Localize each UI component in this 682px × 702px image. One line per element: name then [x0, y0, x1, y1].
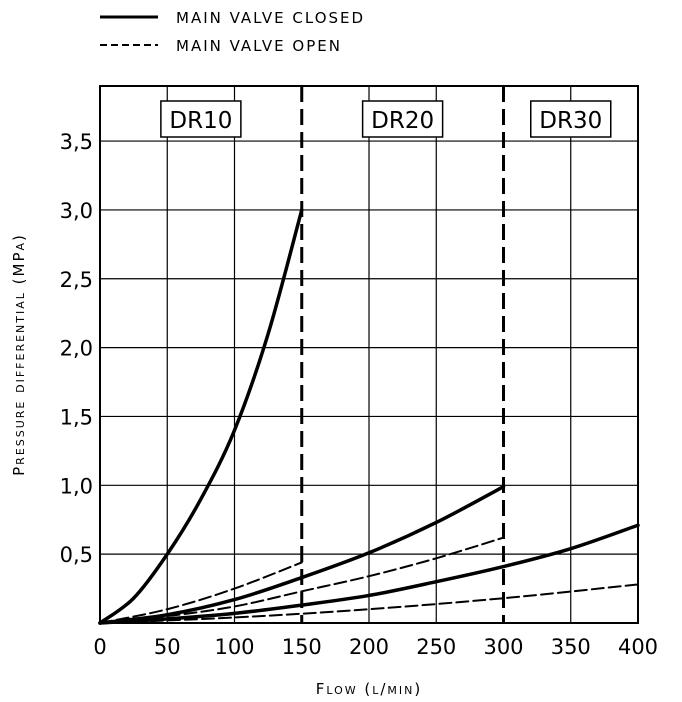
legend-label-open: MAIN VALVE OPEN	[176, 37, 342, 55]
x-tick-label: 100	[214, 635, 254, 659]
x-tick-label: 150	[282, 635, 322, 659]
region-label-box	[530, 100, 612, 138]
region-label-dr20: DR20	[371, 108, 434, 134]
x-tick-label: 250	[416, 635, 456, 659]
x-tick-label: 0	[93, 635, 106, 659]
region-boundaries	[300, 86, 505, 623]
curve-dr10-closed	[98, 208, 304, 625]
curves	[98, 208, 640, 625]
region-label-dr30: DR30	[539, 108, 602, 134]
x-tick-label: 200	[349, 635, 389, 659]
curve-dr30-closed	[98, 523, 640, 625]
x-tick-label: 50	[154, 635, 181, 659]
y-tick-labels: 0,5 1,0 1,5 2,0 2,5 3,0 3,5	[60, 130, 93, 567]
x-tick-label: 400	[618, 635, 658, 659]
x-tick-labels: 0 50 100 150 200 250 300 350 400	[93, 635, 658, 659]
x-tick-label: 300	[483, 635, 523, 659]
legend-label-closed: MAIN VALVE CLOSED	[176, 9, 365, 27]
y-tick-label: 2,5	[60, 268, 93, 292]
y-tick-label: 1,0	[60, 474, 93, 498]
y-axis-label: Pressure differential (MPa)	[10, 233, 28, 476]
x-axis-label: Flow (l/min)	[316, 680, 423, 698]
curve-dr20-open	[99, 536, 505, 624]
curve-dr20-closed	[98, 484, 506, 625]
y-tick-label: 3,5	[60, 130, 93, 154]
region-label-box	[361, 100, 444, 138]
y-tick-label: 1,5	[60, 405, 93, 429]
region-labels: DR10 DR20 DR30	[160, 100, 612, 138]
region-label-box	[160, 100, 242, 138]
grid	[100, 86, 638, 623]
curve-dr10-open	[99, 561, 303, 624]
legend: MAIN VALVE CLOSED MAIN VALVE OPEN	[100, 9, 365, 55]
y-tick-label: 0,5	[60, 543, 93, 567]
plot-frame	[99, 85, 639, 624]
x-tick-label: 350	[551, 635, 591, 659]
region-label-dr10: DR10	[169, 108, 232, 134]
y-tick-label: 2,0	[60, 337, 93, 361]
curve-dr30-open	[99, 583, 639, 624]
y-tick-label: 3,0	[60, 199, 93, 223]
